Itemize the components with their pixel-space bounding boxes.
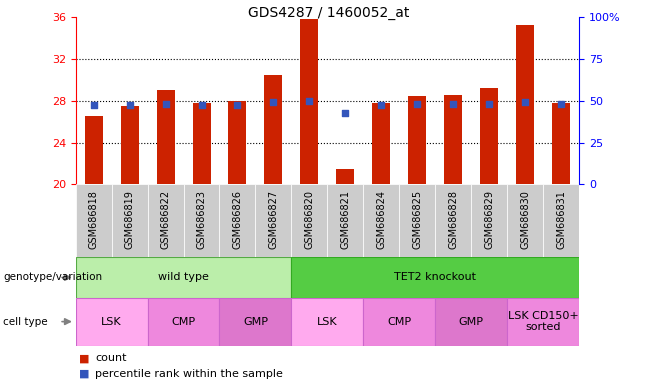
Point [556,101,567,107]
Bar [228,101,247,184]
Text: ■: ■ [79,353,89,363]
Bar [76,298,147,346]
Point [196,102,207,108]
Text: GSM686822: GSM686822 [161,190,170,249]
Bar [480,88,498,184]
Point [520,99,530,105]
Bar [291,184,327,257]
Bar [435,184,471,257]
Text: GSM686825: GSM686825 [413,190,422,249]
Text: CMP: CMP [387,316,411,327]
Text: GSM686828: GSM686828 [448,190,458,249]
Text: LSK: LSK [101,316,122,327]
Bar [399,184,435,257]
Text: GMP: GMP [459,316,484,327]
Text: TET2 knockout: TET2 knockout [394,272,476,283]
Point [161,101,171,107]
Text: GSM686830: GSM686830 [520,190,530,249]
Bar [291,298,363,346]
Bar [336,169,354,184]
Text: CMP: CMP [172,316,195,327]
Text: GSM686820: GSM686820 [305,190,315,249]
Bar [435,298,507,346]
Text: GSM686827: GSM686827 [268,190,278,249]
Bar [184,184,220,257]
Text: percentile rank within the sample: percentile rank within the sample [95,369,284,379]
Bar [552,103,570,184]
Bar [220,184,255,257]
Bar [76,184,112,257]
Point [484,101,494,107]
Bar [363,184,399,257]
Point [412,101,422,107]
Point [376,102,386,108]
Text: GSM686824: GSM686824 [376,190,386,249]
Bar [507,184,543,257]
Bar [147,184,184,257]
Point [304,98,315,104]
Bar [471,184,507,257]
Bar [301,19,318,184]
Bar [291,257,579,298]
Bar [516,25,534,184]
Text: GSM686819: GSM686819 [124,190,135,249]
Bar [543,184,579,257]
Bar [255,184,291,257]
Point [448,101,459,108]
Text: cell type: cell type [3,316,48,327]
Text: GSM686829: GSM686829 [484,190,494,249]
Point [88,102,99,108]
Text: GSM686823: GSM686823 [197,190,207,249]
Text: wild type: wild type [158,272,209,283]
Point [124,102,135,108]
Bar [193,103,211,184]
Bar [85,116,103,184]
Bar [112,184,147,257]
Bar [327,184,363,257]
Text: GSM686831: GSM686831 [556,190,566,249]
Bar [363,298,435,346]
Point [232,102,243,108]
Bar [76,257,291,298]
Bar [157,90,174,184]
Bar [220,298,291,346]
Bar [444,94,462,184]
Text: GSM686821: GSM686821 [340,190,350,249]
Point [268,99,279,105]
Point [340,110,351,116]
Text: GDS4287 / 1460052_at: GDS4287 / 1460052_at [248,6,410,20]
Bar [147,298,220,346]
Text: GMP: GMP [243,316,268,327]
Text: ■: ■ [79,369,89,379]
Bar [408,96,426,184]
Text: LSK: LSK [317,316,338,327]
Bar [372,103,390,184]
Bar [265,75,282,184]
Text: GSM686818: GSM686818 [89,190,99,249]
Text: GSM686826: GSM686826 [232,190,242,249]
Text: count: count [95,353,127,363]
Bar [507,298,579,346]
Text: LSK CD150+
sorted: LSK CD150+ sorted [508,311,578,333]
Bar [120,106,139,184]
Text: genotype/variation: genotype/variation [3,272,103,283]
